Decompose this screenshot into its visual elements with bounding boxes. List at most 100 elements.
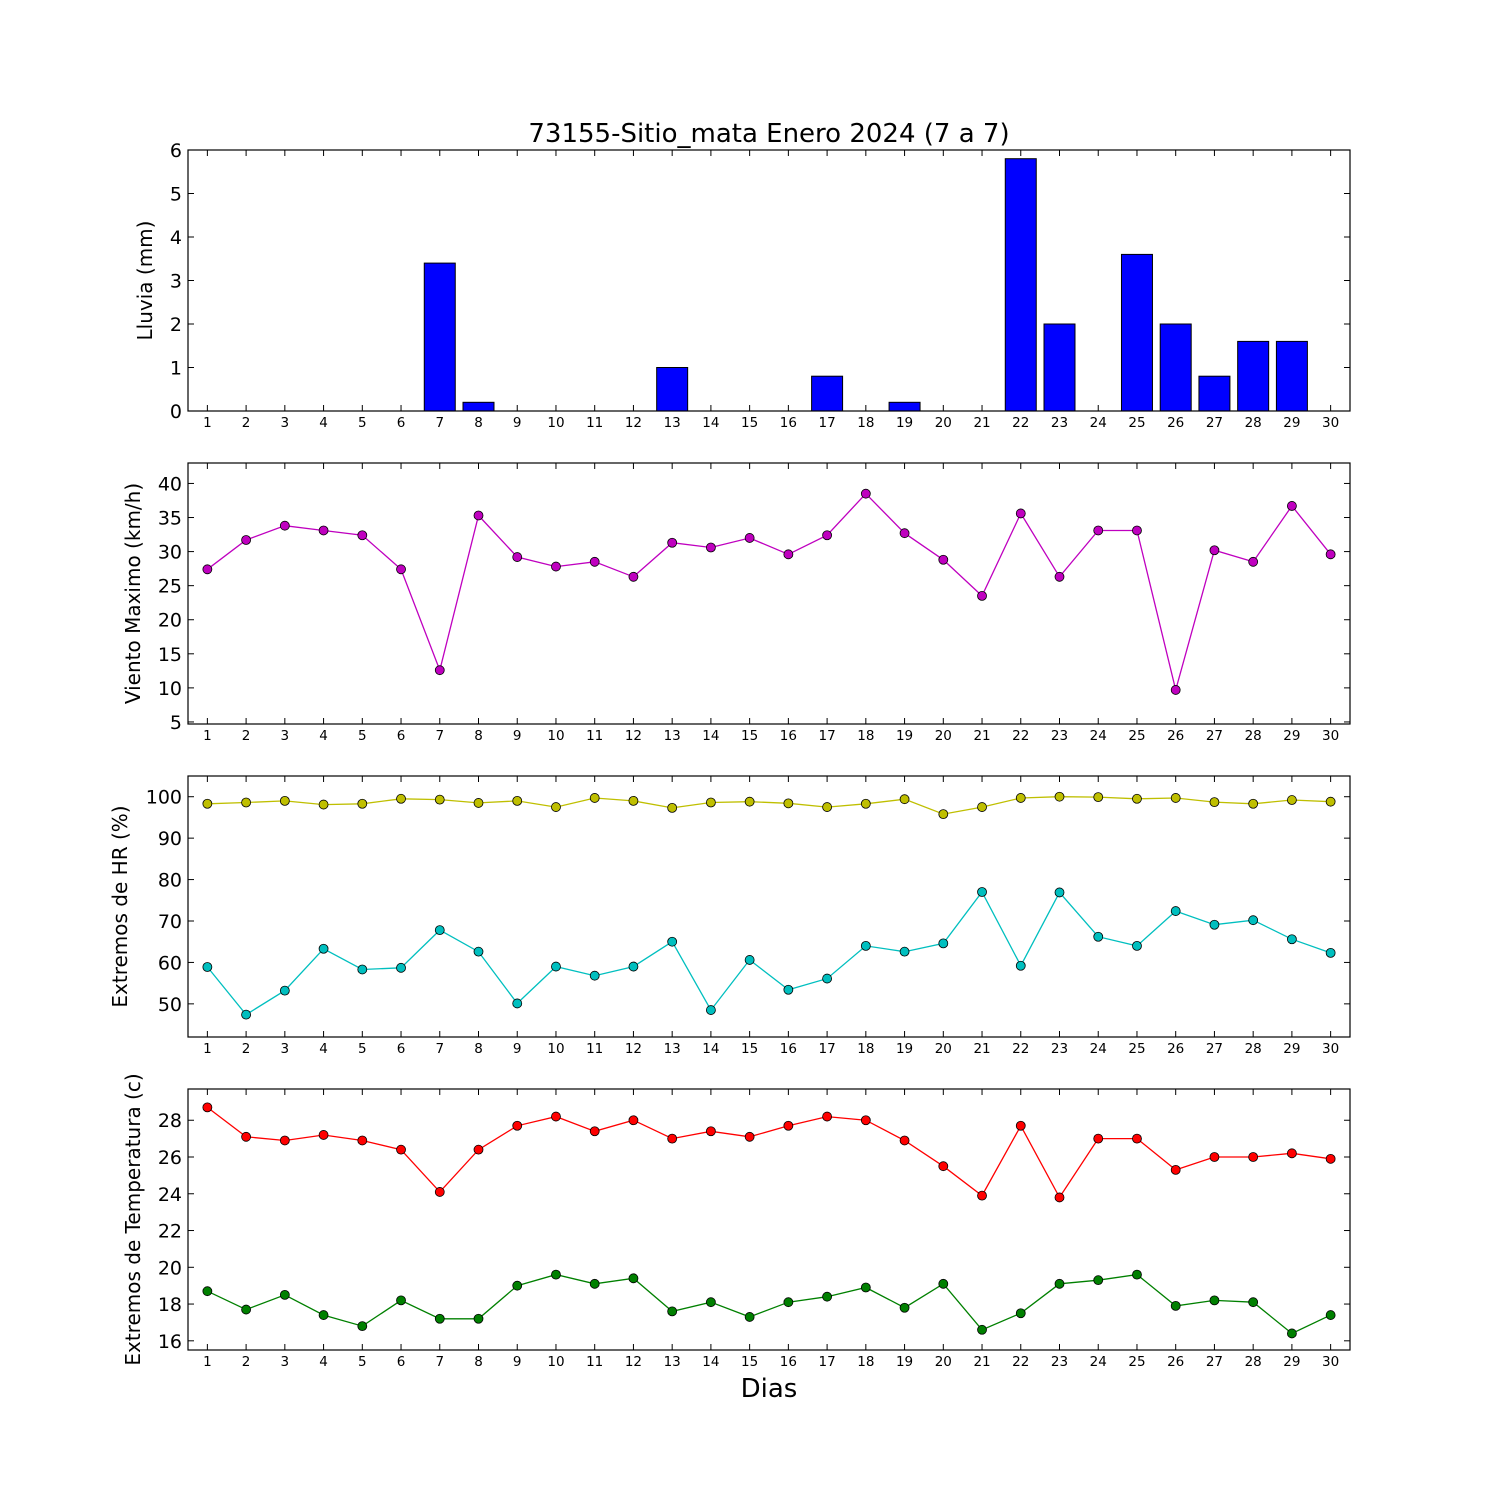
data-point (706, 797, 716, 808)
x-tick-label: 3 (281, 1354, 290, 1370)
data-point (1325, 1310, 1336, 1320)
y-axis-label: Extremos de Temperatura (c) (121, 1073, 145, 1365)
x-tick-label: 29 (1283, 1041, 1300, 1057)
x-tick-label: 26 (1167, 728, 1184, 744)
data-point (551, 961, 561, 972)
y-tick-label: 90 (158, 828, 182, 850)
x-tick-label: 1 (203, 415, 212, 431)
x-tick-label: 22 (1012, 1354, 1029, 1370)
data-point (1015, 793, 1026, 803)
data-point (860, 1115, 871, 1126)
data-point (512, 998, 523, 1009)
data-point (628, 795, 639, 806)
x-tick-label: 11 (586, 1354, 603, 1370)
x-tick-label: 2 (242, 728, 251, 744)
data-point (473, 1313, 484, 1324)
x-tick-label: 18 (857, 1041, 874, 1057)
data-point (202, 564, 213, 575)
x-tick-label: 13 (664, 415, 681, 431)
data-point (1248, 556, 1259, 567)
data-point (1054, 791, 1065, 802)
x-tick-label: 6 (397, 1354, 406, 1370)
x-tick-label: 18 (857, 415, 874, 431)
data-point (783, 1297, 794, 1308)
data-point (628, 571, 639, 582)
y-tick-label: 28 (158, 1110, 182, 1132)
series-line (207, 492, 1332, 693)
bar (1004, 158, 1037, 412)
bar (1043, 323, 1076, 412)
data-point (357, 1321, 368, 1332)
y-tick-label: 26 (158, 1147, 182, 1169)
data-point (434, 1313, 445, 1324)
x-tick-label: 24 (1090, 728, 1107, 744)
y-tick-label: 30 (158, 542, 182, 564)
data-point (318, 799, 329, 810)
y-axis-label: Viento Maximo (km/h) (121, 483, 145, 704)
x-tick-label: 30 (1322, 728, 1339, 744)
x-tick-label: 23 (1051, 415, 1068, 431)
data-point (1054, 887, 1065, 898)
x-tick-label: 26 (1167, 415, 1184, 431)
x-tick-label: 24 (1090, 1041, 1107, 1057)
data-point (1209, 1152, 1220, 1162)
x-tick-label: 6 (397, 1041, 406, 1057)
data-point (1248, 1152, 1259, 1162)
x-tick-label: 1 (203, 728, 212, 744)
data-point (1209, 919, 1220, 930)
data-point (1170, 685, 1181, 695)
data-point (822, 973, 832, 984)
x-tick-label: 10 (547, 728, 564, 744)
x-tick-label: 19 (896, 728, 913, 744)
data-point (202, 798, 213, 809)
data-point (318, 525, 329, 536)
x-tick-label: 7 (435, 415, 444, 431)
data-point (357, 964, 368, 975)
data-point (1287, 934, 1297, 945)
data-point (512, 795, 523, 806)
data-point (202, 962, 213, 972)
x-tick-label: 11 (586, 728, 603, 744)
x-tick-label: 24 (1090, 415, 1107, 431)
plot-frame (187, 149, 1351, 412)
x-tick-label: 3 (281, 1041, 290, 1057)
data-point (279, 1135, 290, 1146)
x-tick-label: 16 (780, 1354, 797, 1370)
data-point (1325, 549, 1336, 560)
x-tick-label: 20 (935, 1354, 952, 1370)
data-point (744, 796, 755, 807)
bar (1159, 323, 1192, 412)
data-point (1093, 1133, 1104, 1144)
bar (888, 401, 921, 412)
x-tick-label: 9 (513, 415, 522, 431)
x-tick-label: 9 (513, 728, 522, 744)
x-tick-label: 21 (973, 415, 990, 431)
x-tick-label: 17 (819, 1041, 836, 1057)
x-tick-label: 2 (242, 1041, 251, 1057)
x-tick-label: 4 (319, 1354, 328, 1370)
x-tick-label: 9 (513, 1354, 522, 1370)
x-tick-label: 4 (319, 728, 328, 744)
x-tick-label: 26 (1167, 1354, 1184, 1370)
data-point (1248, 915, 1259, 926)
data-point (589, 1126, 600, 1137)
data-point (899, 1135, 910, 1146)
data-point (357, 530, 368, 541)
series-line (207, 1106, 1331, 1199)
data-point (706, 542, 716, 553)
data-point (977, 590, 987, 601)
data-point (783, 1120, 794, 1131)
x-tick-label: 14 (702, 728, 719, 744)
y-tick-label: 50 (158, 994, 182, 1016)
data-point (1325, 1153, 1336, 1164)
x-tick-label: 16 (780, 728, 797, 744)
data-point (318, 943, 329, 954)
data-point (241, 1304, 252, 1315)
y-tick-label: 5 (170, 184, 182, 206)
data-point (241, 1009, 252, 1020)
x-tick-label: 8 (474, 1354, 483, 1370)
x-tick-label: 5 (358, 728, 367, 744)
data-point (434, 1187, 445, 1197)
x-tick-label: 29 (1283, 728, 1300, 744)
